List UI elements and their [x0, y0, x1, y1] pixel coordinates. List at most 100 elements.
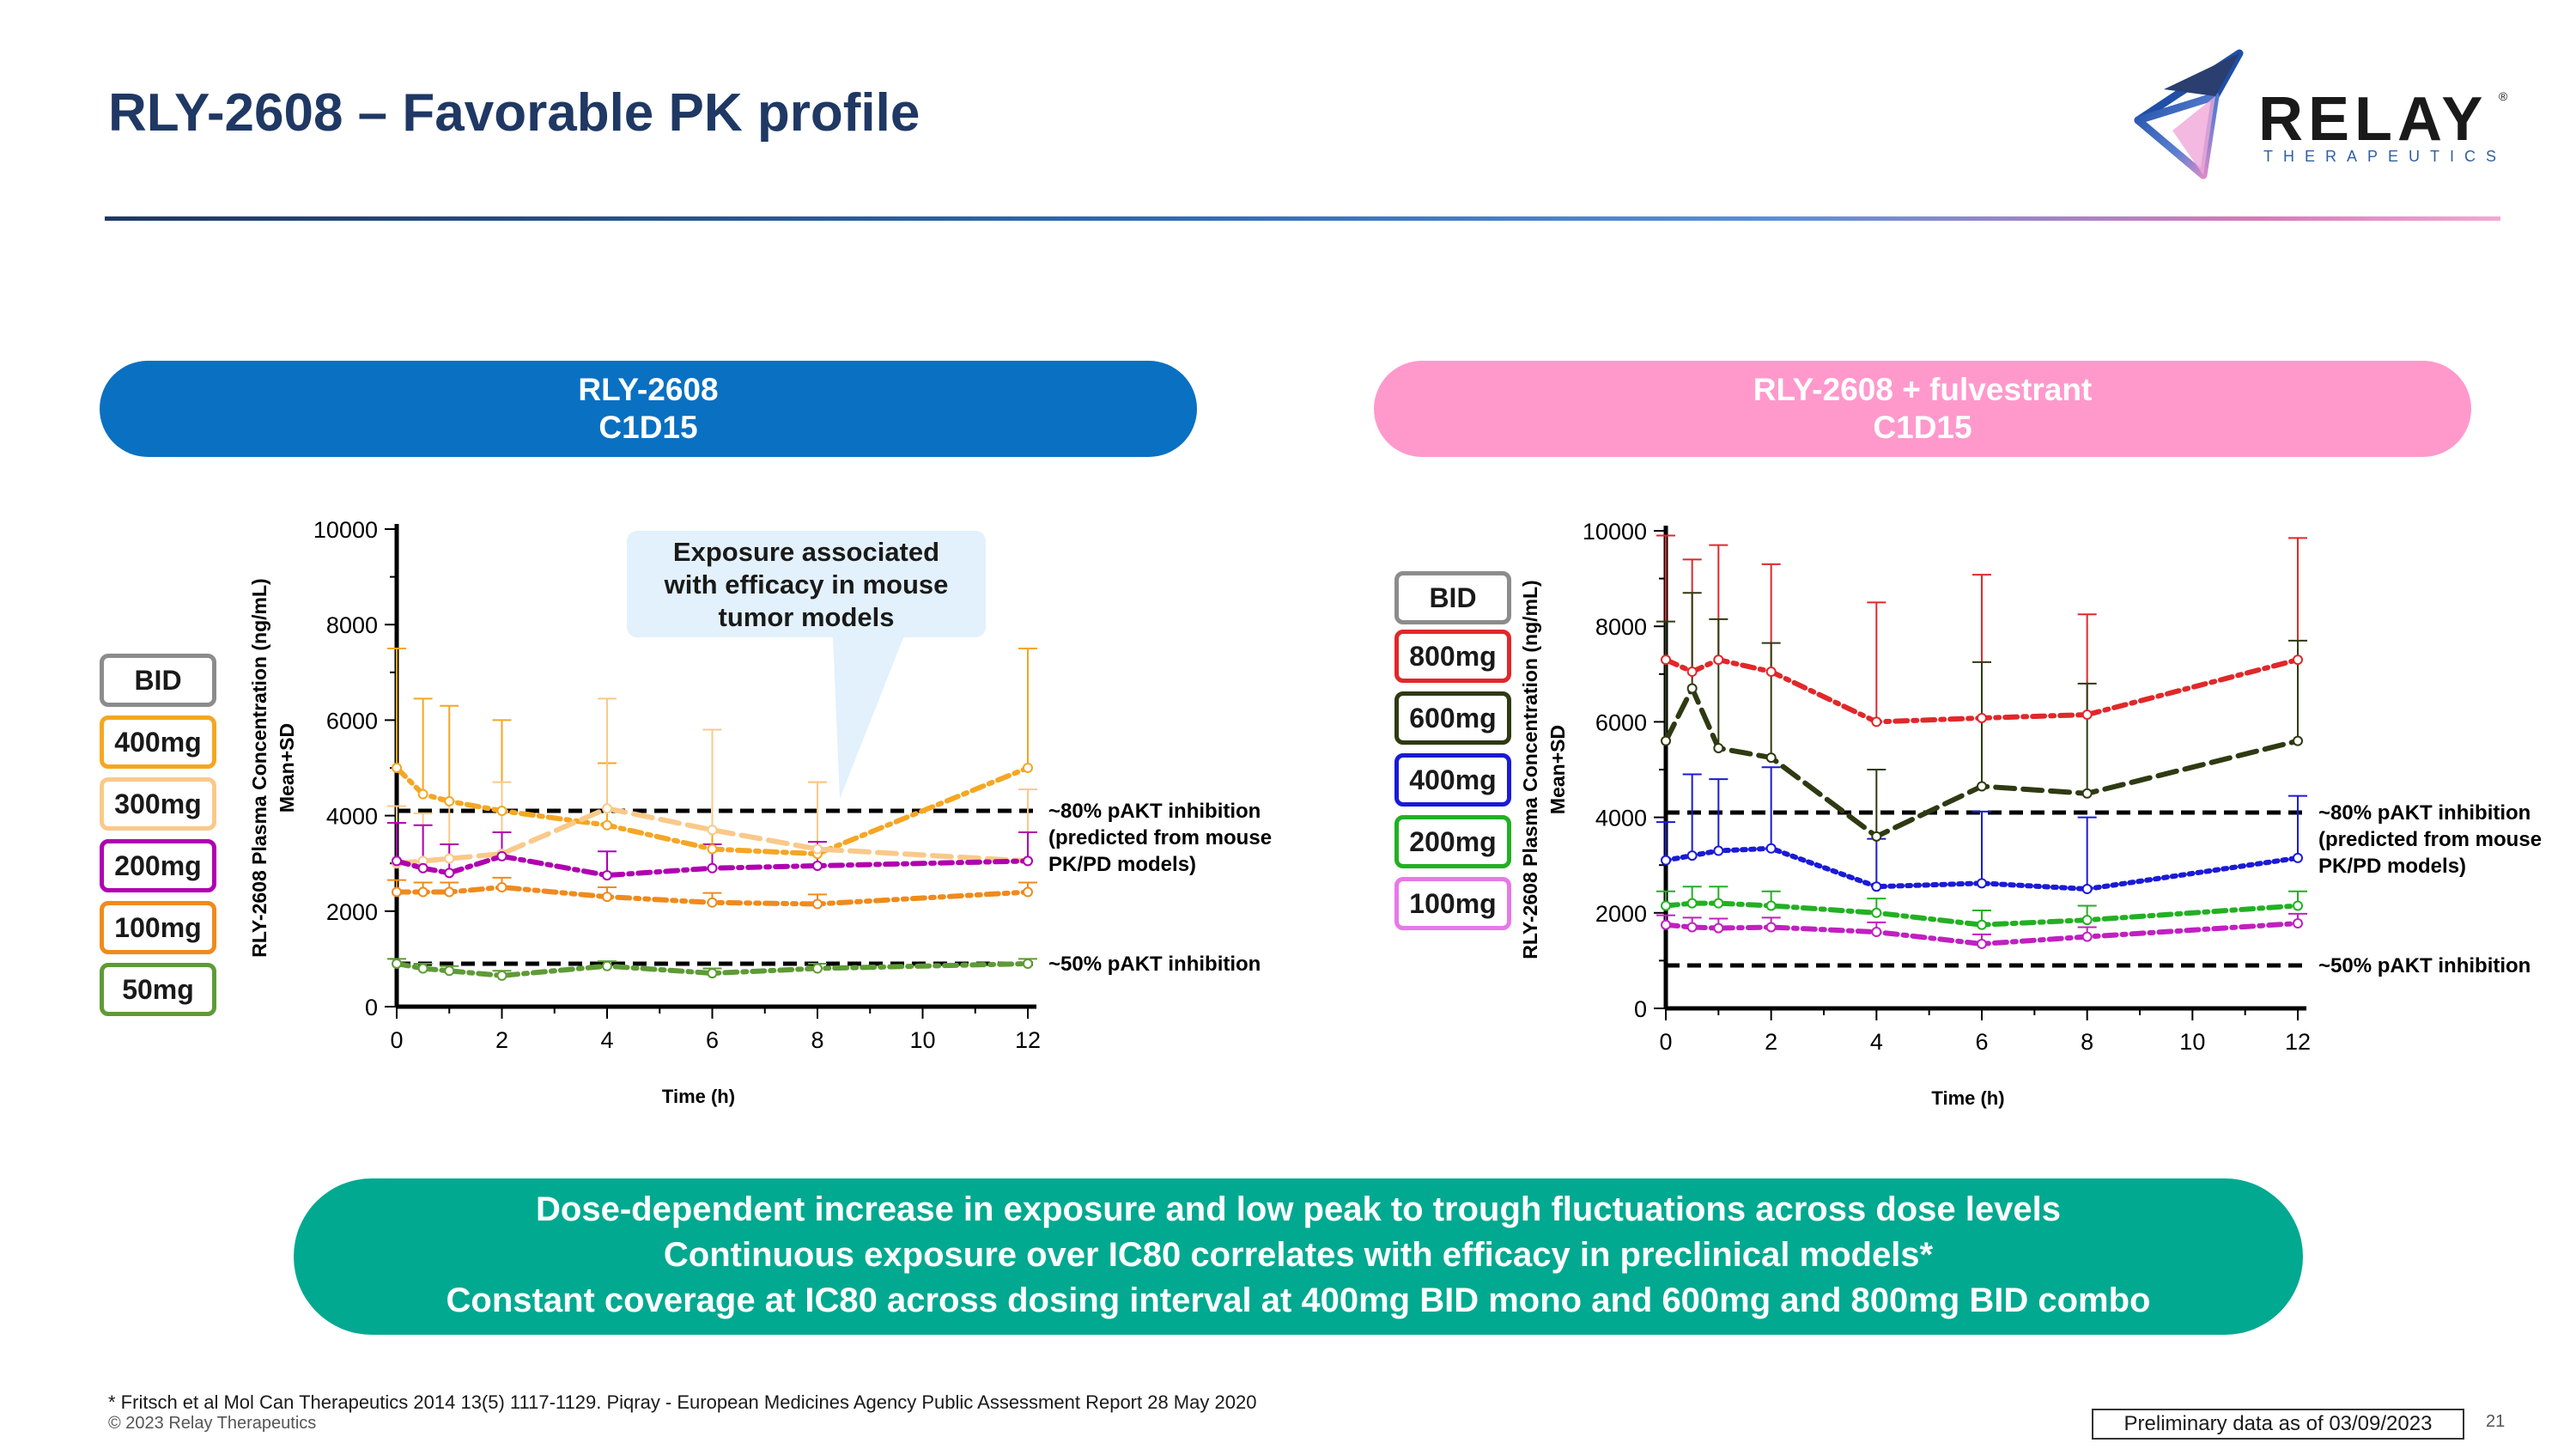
right-x-tick-label: 0	[1659, 1029, 1672, 1055]
right-point-200mg	[2293, 900, 2303, 911]
right-point-800mg	[2293, 654, 2303, 666]
right-y-tick-label: 0	[1634, 996, 1647, 1022]
right-point-100mg	[1977, 938, 1987, 949]
left-point-300mg	[707, 825, 718, 836]
left-point-100mg	[444, 886, 455, 898]
right-threshold-label: (predicted from mouse	[2318, 828, 2542, 851]
left-threshold-label: (predicted from mouse	[1048, 826, 1272, 849]
summary-banner: Dose-dependent increase in exposure and …	[294, 1178, 2303, 1335]
left-point-50mg	[707, 968, 718, 979]
footnote: * Fritsch et al Mol Can Therapeutics 201…	[108, 1391, 1257, 1413]
left-threshold-label: ~80% pAKT inhibition	[1048, 800, 1261, 823]
left-point-50mg	[444, 965, 455, 977]
left-point-100mg	[707, 897, 718, 908]
left-point-200mg	[496, 850, 507, 861]
legend-right-bid: BID	[1394, 571, 1511, 624]
right-x-tick-label: 12	[2285, 1029, 2311, 1055]
left-point-400mg	[392, 763, 402, 773]
right-point-100mg	[1871, 927, 1882, 938]
left-point-50mg	[496, 970, 507, 981]
right-point-800mg	[1661, 654, 1671, 666]
right-point-400mg	[1713, 845, 1724, 856]
left-point-50mg	[812, 963, 823, 974]
chart-left: 0 2000 4000 6000 8000 10000 0 2 4 6 8 10 12 Time (h) R…	[248, 517, 1272, 1107]
right-x-axis-label: Time (h)	[1931, 1087, 2004, 1109]
left-point-50mg	[417, 963, 428, 974]
right-point-200mg	[1977, 919, 1987, 930]
right-point-200mg	[1661, 900, 1671, 911]
copyright: © 2023 Relay Therapeutics	[108, 1414, 317, 1433]
panel-header-left-line1: RLY-2608	[578, 372, 719, 407]
right-y-tick-label: 10000	[1583, 519, 1647, 545]
efficacy-callout: Exposure associated with efficacy in mou…	[627, 531, 986, 637]
page-number: 21	[2486, 1412, 2506, 1431]
right-y-axis-label: RLY-2608 Plasma Concentration (ng/mL)	[1519, 580, 1541, 959]
left-x-tick-label: 0	[390, 1027, 403, 1053]
right-point-200mg	[1871, 907, 1882, 918]
left-x-tick-label: 2	[495, 1027, 508, 1053]
right-point-100mg	[1661, 919, 1671, 930]
left-point-50mg	[602, 960, 612, 971]
right-point-400mg	[2081, 884, 2093, 894]
right-point-800mg	[1871, 716, 1882, 728]
left-point-400mg	[707, 843, 718, 855]
right-y-axis-label-sub: Mean+SD	[1546, 725, 1569, 814]
right-y-tick-label: 4000	[1595, 806, 1647, 831]
legend-left-300mg: 300mg	[100, 777, 216, 831]
right-point-600mg	[2081, 788, 2093, 799]
right-point-100mg	[1765, 922, 1777, 933]
left-point-400mg	[1023, 763, 1033, 773]
right-point-800mg	[2081, 709, 2093, 721]
summary-line2: Continuous exposure over IC80 correlates…	[663, 1236, 1934, 1274]
legend-right-200mg: 200mg	[1394, 815, 1511, 868]
right-threshold-label: ~80% pAKT inhibition	[2318, 801, 2530, 825]
panel-header-left: RLY-2608 C1D15	[100, 361, 1197, 457]
legend-right-800mg: 800mg	[1394, 630, 1511, 683]
legend-left-bid: BID	[100, 654, 216, 707]
right-point-200mg	[1765, 900, 1777, 911]
left-x-tick-label: 12	[1015, 1027, 1041, 1053]
panel-header-right: RLY-2608 + fulvestrant C1D15	[1374, 361, 2471, 457]
legend-left-200mg: 200mg	[100, 839, 216, 892]
left-y-tick-label: 8000	[326, 612, 378, 638]
right-threshold-label: PK/PD models)	[2318, 855, 2466, 878]
left-x-axis-label: Time (h)	[662, 1086, 735, 1107]
left-point-100mg	[496, 882, 507, 892]
title-divider	[105, 216, 2500, 221]
right-point-600mg	[1686, 683, 1698, 694]
left-y-tick-label: 0	[365, 995, 378, 1020]
right-series-line-600mg	[1663, 682, 2300, 840]
callout-pointer	[833, 636, 904, 799]
right-point-100mg	[2293, 918, 2303, 929]
left-point-100mg	[1023, 886, 1033, 898]
left-point-50mg	[392, 958, 402, 969]
left-x-tick-label: 6	[706, 1027, 719, 1053]
relay-subtitle: THERAPEUTICS	[2263, 148, 2507, 165]
right-y-tick-label: 2000	[1595, 901, 1647, 927]
relay-mark-icon	[2134, 49, 2244, 180]
left-point-100mg	[812, 898, 823, 910]
left-point-400mg	[444, 795, 455, 807]
left-y-tick-label: 10000	[313, 517, 378, 543]
left-threshold-label: PK/PD models)	[1048, 853, 1196, 876]
preliminary-data-note: Preliminary data as of 03/09/2023	[2092, 1409, 2464, 1440]
panel-header-right-line1: RLY-2608 + fulvestrant	[1753, 372, 2093, 407]
right-point-100mg	[2081, 931, 2093, 942]
relay-wordmark: RELAY	[2258, 85, 2488, 154]
right-y-tick-label: 6000	[1595, 709, 1647, 735]
left-y-tick-label: 2000	[326, 899, 378, 925]
left-point-300mg	[602, 803, 612, 814]
right-point-400mg	[1686, 850, 1698, 861]
right-point-200mg	[2081, 915, 2093, 926]
left-point-300mg	[444, 853, 455, 864]
left-point-300mg	[812, 843, 823, 855]
right-point-600mg	[1977, 781, 1987, 792]
left-point-400mg	[602, 819, 612, 831]
right-point-400mg	[1977, 878, 1987, 889]
right-x-tick-label: 2	[1765, 1029, 1777, 1055]
registered-mark: ®	[2499, 89, 2508, 103]
page-title: RLY-2608 – Favorable PK profile	[108, 83, 920, 143]
right-point-100mg	[1713, 922, 1724, 934]
left-point-50mg	[1023, 958, 1033, 969]
legend-left-400mg: 400mg	[100, 715, 216, 769]
